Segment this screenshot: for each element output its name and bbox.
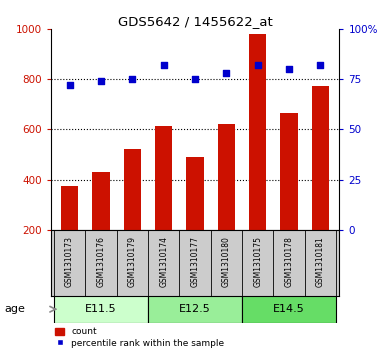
Text: GSM1310174: GSM1310174 (159, 236, 168, 287)
Text: GSM1310181: GSM1310181 (316, 236, 325, 287)
Text: E12.5: E12.5 (179, 304, 211, 314)
Bar (249, 34, 266, 230)
Bar (148, 295, 242, 323)
Bar (155, 126, 172, 230)
Text: age: age (4, 304, 25, 314)
Bar (61, 186, 78, 230)
Point (66, 82, 73, 88)
Point (223, 70, 229, 76)
Point (317, 62, 324, 68)
Bar (54, 295, 148, 323)
Bar (218, 125, 235, 230)
Text: GSM1310180: GSM1310180 (222, 236, 231, 287)
Bar (312, 86, 329, 230)
Text: GSM1310177: GSM1310177 (190, 236, 200, 287)
Text: GSM1310175: GSM1310175 (253, 236, 262, 287)
Text: GSM1310176: GSM1310176 (96, 236, 105, 287)
Point (192, 76, 198, 82)
Text: GSM1310173: GSM1310173 (65, 236, 74, 287)
Bar (186, 157, 204, 230)
Bar (280, 113, 298, 230)
Legend: count, percentile rank within the sample: count, percentile rank within the sample (55, 327, 225, 348)
Bar (242, 295, 336, 323)
Text: GSM1310178: GSM1310178 (285, 236, 294, 287)
Text: E14.5: E14.5 (273, 304, 305, 314)
Text: E11.5: E11.5 (85, 304, 117, 314)
Point (255, 62, 261, 68)
Bar (124, 150, 141, 230)
Text: GSM1310179: GSM1310179 (128, 236, 137, 287)
Point (129, 76, 135, 82)
Point (286, 66, 292, 72)
Point (98, 78, 104, 84)
Title: GDS5642 / 1455622_at: GDS5642 / 1455622_at (118, 15, 272, 28)
Point (161, 62, 167, 68)
Bar (92, 172, 110, 230)
